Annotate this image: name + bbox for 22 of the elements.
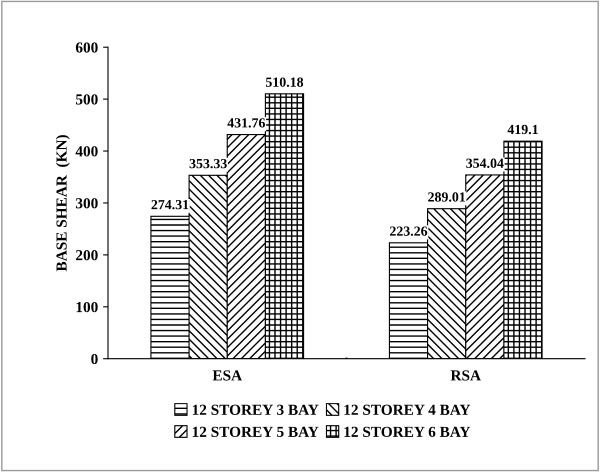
legend-label: 12 STOREY 6 BAY	[344, 426, 470, 437]
data-label: 289.01	[428, 192, 466, 202]
legend-label: 12 STOREY 5 BAY	[192, 426, 319, 437]
data-label: 431.76	[227, 118, 266, 128]
data-label: 510.18	[266, 77, 304, 87]
data-label: 354.04	[466, 158, 504, 168]
data-label: 274.31	[151, 200, 188, 210]
y-tick-label: 0	[91, 354, 98, 364]
x-tick-label: ESA	[212, 370, 242, 381]
y-tick-label: 400	[76, 146, 98, 156]
data-label: 419.1	[508, 124, 538, 134]
y-tick-label: 100	[76, 302, 98, 312]
y-tick-label: 200	[76, 250, 98, 260]
data-label: 223.26	[390, 226, 428, 236]
legend-label: 12 STOREY 3 BAY	[192, 404, 319, 415]
y-axis-title: BASE SHEAR (KN)	[56, 135, 70, 272]
y-tick-label: 500	[76, 94, 98, 105]
data-label: 353.33	[190, 158, 227, 168]
y-tick-label: 600	[76, 42, 98, 53]
legend-label: 12 STOREY 4 BAY	[344, 404, 470, 415]
y-tick-label: 300	[76, 198, 98, 208]
x-tick-label: RSA	[450, 370, 481, 381]
